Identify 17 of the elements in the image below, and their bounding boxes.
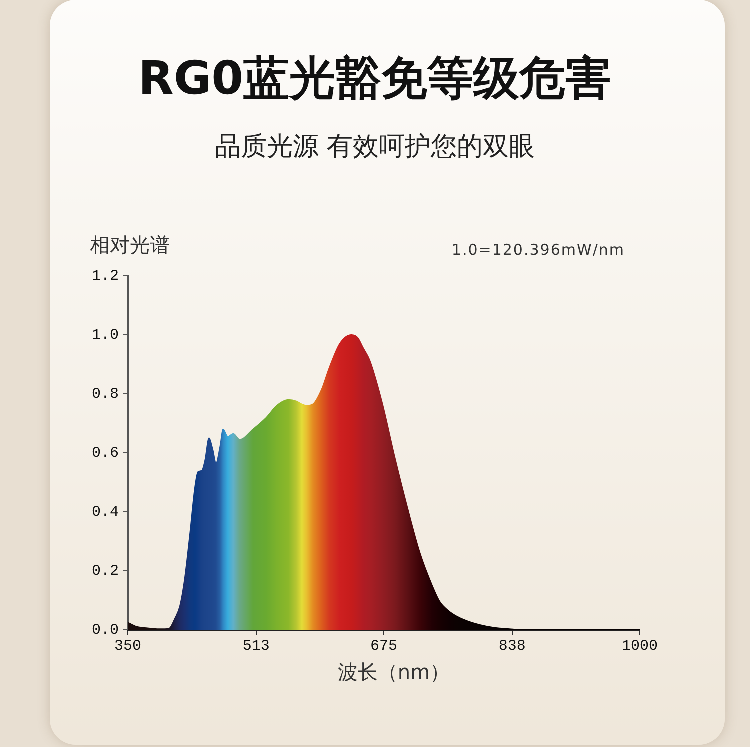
chart-subtitle: 品质光源 有效呵护您的双眼 [214,131,536,164]
x-axis-title: 波长（nm） [338,659,450,686]
y-tick-label: 1.0 [92,326,119,344]
y-tick-label: 0.6 [92,444,119,462]
y-tick-label: 0.0 [92,622,119,639]
text: 1.0=120.396mW/nm [452,240,625,260]
y-tick-label: 0.2 [92,562,119,580]
chart-title: RG0蓝光豁免等级危害 [137,50,613,107]
y-tick-label: 1.2 [92,268,119,285]
x-tick-label: 1000 [622,638,658,655]
x-tick-label: 513 [242,638,270,655]
y-tick-label: 0.4 [92,504,119,521]
y-tick-label: 0.8 [92,386,119,403]
x-tick-label: 675 [370,638,398,655]
y-axis-title: 相对光谱 [90,233,170,257]
x-tick-label: 838 [498,638,526,655]
x-tick-label: 350 [114,638,142,655]
